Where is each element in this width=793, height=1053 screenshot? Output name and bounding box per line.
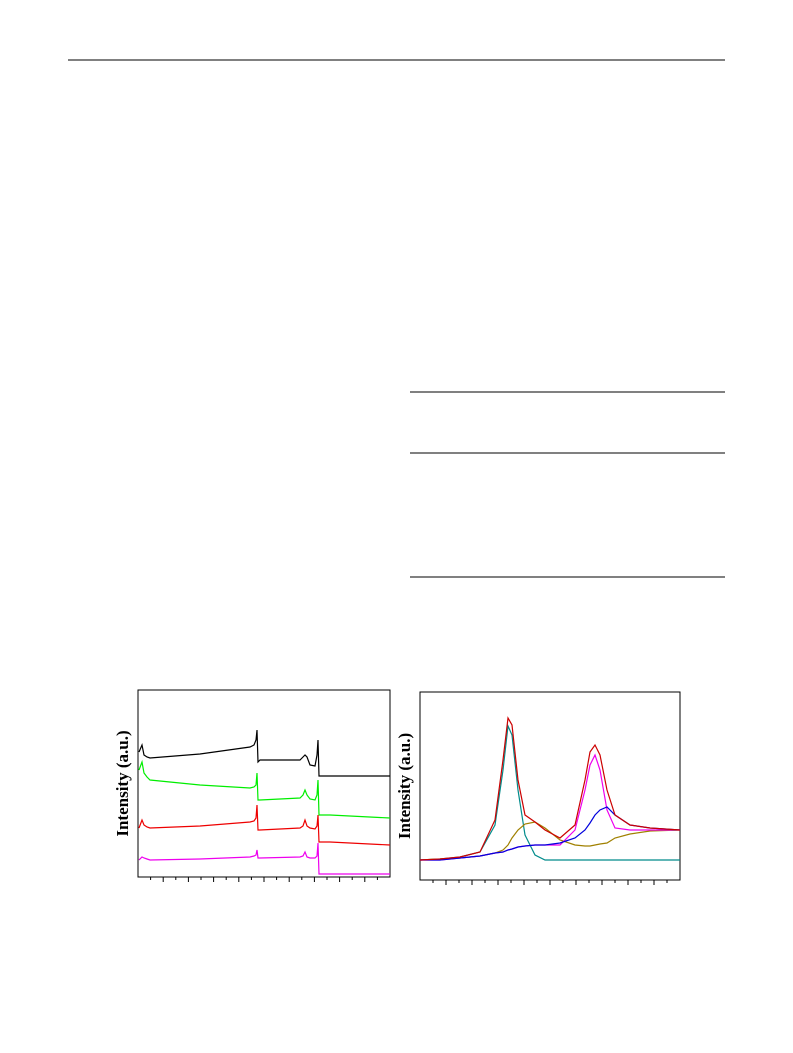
- spectrum-line: [419, 716, 681, 861]
- spectrum-line: [138, 842, 390, 875]
- spectrum-line: [138, 729, 390, 777]
- spectrum-line: [419, 723, 680, 861]
- spectrum-line: [138, 804, 391, 846]
- spectrum-line: [420, 806, 681, 861]
- spectrum-line: [419, 821, 681, 861]
- spectrum-line: [138, 759, 391, 819]
- plot-frame: [137, 689, 391, 878]
- y-axis-label: Intensity (a.u.): [113, 730, 132, 836]
- y-axis-label: Intensity (a.u.): [395, 733, 414, 839]
- plot-frame: [419, 691, 681, 881]
